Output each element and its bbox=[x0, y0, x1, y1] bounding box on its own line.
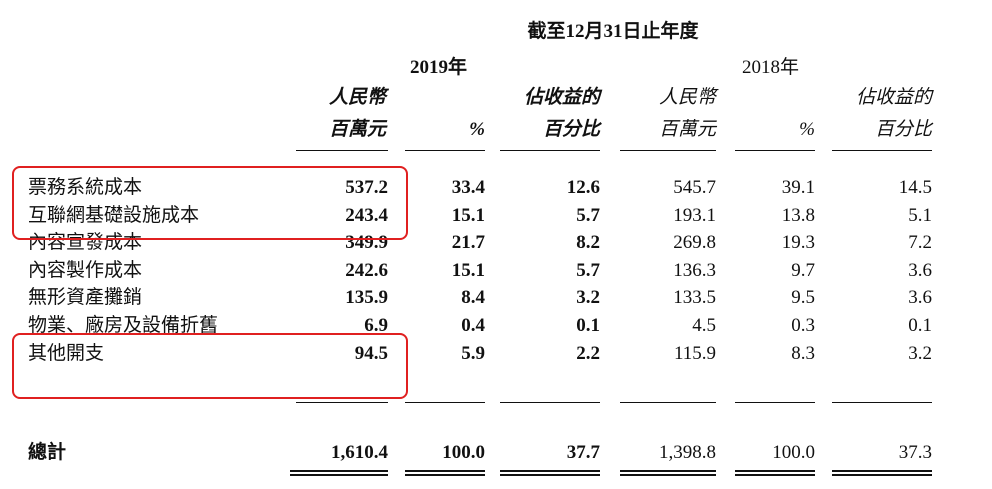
cell-2019-rev: 8.2 bbox=[576, 232, 600, 253]
header-rule-2018-rev bbox=[832, 150, 932, 151]
cell-2018-pct: 9.5 bbox=[791, 287, 815, 308]
cell-2018-rmb: 269.8 bbox=[673, 232, 716, 253]
cell-2019-pct: 0.4 bbox=[461, 315, 485, 336]
cell-2018-rev: 3.6 bbox=[908, 260, 932, 281]
total-double-rule-2019-pct bbox=[405, 470, 485, 476]
total-2019-rmb: 1,610.4 bbox=[331, 442, 388, 463]
col-2019-pct: % bbox=[469, 119, 485, 140]
cell-2019-rev: 0.1 bbox=[576, 315, 600, 336]
highlight-box-bottom bbox=[12, 333, 408, 399]
period-header: 截至12月31日止年度 bbox=[527, 21, 699, 42]
cell-2019-pct: 21.7 bbox=[451, 232, 485, 253]
cell-2019-rmb: 349.9 bbox=[345, 232, 388, 253]
total-2018-rev: 37.3 bbox=[898, 442, 932, 463]
cell-2018-pct: 9.7 bbox=[791, 260, 815, 281]
cell-2019-rev: 12.6 bbox=[566, 177, 600, 198]
total-2019-pct: 100.0 bbox=[442, 442, 485, 463]
cell-2018-pct: 19.3 bbox=[781, 232, 815, 253]
cell-2018-rmb: 133.5 bbox=[673, 287, 716, 308]
cell-2019-pct: 15.1 bbox=[451, 260, 485, 281]
cell-2019-pct: 33.4 bbox=[451, 177, 485, 198]
cell-2019-rev: 3.2 bbox=[576, 287, 600, 308]
cell-2018-rmb: 136.3 bbox=[673, 260, 716, 281]
cell-2018-rev: 3.6 bbox=[908, 287, 932, 308]
year-2018-header: 2018年 bbox=[742, 57, 800, 78]
col-2019-rev-line2: 百分比 bbox=[542, 119, 600, 140]
cell-2018-pct: 13.8 bbox=[781, 205, 815, 226]
highlight-box-top bbox=[12, 166, 408, 240]
total-double-rule-2018-pct bbox=[735, 470, 815, 476]
total-double-rule-2019-rmb bbox=[290, 470, 388, 476]
header-rule-2019-rmb bbox=[296, 150, 388, 151]
cell-2019-rmb: 94.5 bbox=[354, 343, 388, 364]
header-rule-2018-pct bbox=[735, 150, 815, 151]
total-double-rule-2018-rmb bbox=[620, 470, 716, 476]
col-2018-rev-line2: 百分比 bbox=[874, 119, 932, 140]
total-2019-rev: 37.7 bbox=[566, 442, 600, 463]
row-label: 無形資產攤銷 bbox=[28, 286, 143, 308]
cell-2018-pct: 8.3 bbox=[791, 343, 815, 364]
total-double-rule-2019-rev bbox=[500, 470, 600, 476]
subtotal-rule-2019-rev bbox=[500, 402, 600, 403]
col-2018-rmb-line2: 百萬元 bbox=[658, 119, 716, 140]
subtotal-rule-2018-rmb bbox=[620, 402, 716, 403]
cell-2019-rmb: 242.6 bbox=[345, 260, 388, 281]
cell-2019-rev: 2.2 bbox=[576, 343, 600, 364]
cell-2019-rmb: 135.9 bbox=[345, 287, 388, 308]
row-label: 票務系統成本 bbox=[28, 176, 143, 198]
cell-2018-rev: 3.2 bbox=[908, 343, 932, 364]
cell-2019-pct: 15.1 bbox=[451, 205, 485, 226]
header-rule-2019-pct bbox=[405, 150, 485, 151]
total-2018-rmb: 1,398.8 bbox=[659, 442, 716, 463]
cell-2018-rmb: 115.9 bbox=[673, 343, 716, 364]
cell-2019-rmb: 6.9 bbox=[364, 315, 388, 336]
cell-2018-rev: 5.1 bbox=[908, 205, 932, 226]
cell-2018-rev: 0.1 bbox=[908, 315, 932, 336]
col-2018-pct: % bbox=[799, 119, 815, 140]
cell-2019-rev: 5.7 bbox=[576, 205, 600, 226]
subtotal-rule-2018-pct bbox=[735, 402, 815, 403]
cell-2018-pct: 39.1 bbox=[781, 177, 815, 198]
row-label: 其他開支 bbox=[28, 342, 105, 364]
total-2018-pct: 100.0 bbox=[772, 442, 815, 463]
row-label: 內容製作成本 bbox=[28, 259, 143, 281]
cell-2019-rmb: 537.2 bbox=[345, 177, 388, 198]
subtotal-rule-2019-rmb bbox=[296, 402, 388, 403]
col-2018-rmb-line1: 人民幣 bbox=[658, 87, 716, 108]
row-label: 物業、廠房及設備折舊 bbox=[28, 314, 219, 336]
cell-2018-pct: 0.3 bbox=[791, 315, 815, 336]
total-label: 總計 bbox=[28, 442, 67, 463]
cell-2019-rmb: 243.4 bbox=[345, 205, 388, 226]
subtotal-rule-2018-rev bbox=[832, 402, 932, 403]
cell-2018-rmb: 193.1 bbox=[673, 205, 716, 226]
cell-2018-rmb: 545.7 bbox=[673, 177, 716, 198]
cell-2019-rev: 5.7 bbox=[576, 260, 600, 281]
cell-2018-rmb: 4.5 bbox=[692, 315, 716, 336]
header-rule-2019-rev bbox=[500, 150, 600, 151]
col-2019-rmb-line1: 人民幣 bbox=[328, 87, 386, 108]
cell-2018-rev: 7.2 bbox=[908, 232, 932, 253]
cell-2018-rev: 14.5 bbox=[898, 177, 932, 198]
header-rule-2018-rmb bbox=[620, 150, 716, 151]
subtotal-rule-2019-pct bbox=[405, 402, 485, 403]
col-2019-rev-line1: 佔收益的 bbox=[523, 87, 600, 108]
row-label: 互聯網基礎設施成本 bbox=[28, 204, 200, 226]
col-2019-rmb-line2: 百萬元 bbox=[328, 119, 386, 140]
total-double-rule-2018-rev bbox=[832, 470, 932, 476]
col-2018-rev-line1: 佔收益的 bbox=[855, 87, 932, 108]
row-label: 內容宣發成本 bbox=[28, 231, 143, 253]
cell-2019-pct: 8.4 bbox=[461, 287, 485, 308]
year-2019-header: 2019年 bbox=[410, 57, 468, 78]
cell-2019-pct: 5.9 bbox=[461, 343, 485, 364]
